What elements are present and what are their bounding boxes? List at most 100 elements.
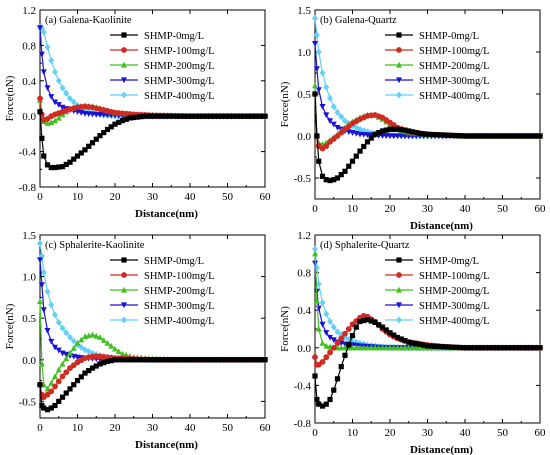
chart-panel-c: 0 10 20 30 40 50 60 -0.5 0.0 0.5 1.0 1.5 Distance(nm… <box>4 230 271 451</box>
data-point <box>247 357 253 363</box>
data-point <box>172 113 178 119</box>
data-point <box>473 133 479 139</box>
data-point <box>63 355 70 362</box>
data-point <box>424 343 431 349</box>
data-point <box>319 339 326 346</box>
data-point <box>334 340 341 346</box>
data-point <box>462 345 468 351</box>
data-point <box>327 318 333 325</box>
data-point <box>462 133 468 139</box>
legend-marker <box>121 47 127 53</box>
data-point <box>357 148 363 154</box>
data-point <box>44 328 51 334</box>
data-point <box>364 317 371 323</box>
data-point <box>213 357 219 363</box>
legend-label: SHMP-100mg/L <box>419 46 490 57</box>
data-point <box>86 367 92 374</box>
data-point <box>349 332 356 339</box>
data-point <box>209 113 216 119</box>
data-point <box>217 357 223 363</box>
data-point <box>477 345 483 351</box>
y-tick-label: 0.0 <box>22 355 36 367</box>
data-point <box>334 125 341 131</box>
y-tick-label: -0.8 <box>294 418 312 430</box>
data-point <box>164 357 171 363</box>
data-point <box>224 357 231 363</box>
data-point <box>258 113 264 119</box>
data-point <box>262 113 268 119</box>
data-point <box>443 344 449 350</box>
data-point <box>319 104 326 110</box>
data-point <box>202 113 208 119</box>
data-point <box>398 127 404 133</box>
data-point <box>89 331 96 338</box>
data-point <box>484 133 491 139</box>
data-point <box>149 113 156 119</box>
data-point <box>44 288 51 295</box>
data-point <box>315 87 322 93</box>
chart-panel-b: 0 10 20 30 40 50 60 -0.5 0.0 0.5 1.0 1.5 Distance(nm… <box>279 5 546 232</box>
data-point <box>206 113 212 119</box>
data-point <box>312 91 318 97</box>
data-point <box>349 158 356 164</box>
data-point <box>74 339 81 346</box>
data-point <box>331 387 337 393</box>
data-point <box>323 330 330 336</box>
data-point <box>436 343 442 350</box>
data-point <box>70 344 77 351</box>
data-point <box>78 150 84 156</box>
data-point <box>346 163 352 169</box>
data-point <box>40 28 47 36</box>
data-point <box>93 136 99 142</box>
legend-marker <box>121 302 127 309</box>
data-point <box>334 109 341 116</box>
data-point <box>258 357 264 363</box>
legend-marker <box>396 61 402 68</box>
data-point <box>323 177 329 183</box>
data-point <box>338 335 345 342</box>
data-point <box>323 354 330 361</box>
data-point <box>383 127 389 133</box>
data-point <box>157 113 163 119</box>
data-point <box>100 337 107 343</box>
data-point <box>319 359 326 365</box>
data-point <box>353 124 360 131</box>
x-tick-label: 60 <box>260 422 272 434</box>
legend-marker <box>396 272 402 278</box>
data-point <box>466 345 472 351</box>
data-point <box>63 390 69 396</box>
data-point <box>164 113 171 119</box>
data-point <box>323 401 329 407</box>
data-point <box>376 130 382 136</box>
data-point <box>511 345 517 351</box>
y-axis-label: Force(nN) <box>4 303 16 349</box>
data-point <box>327 177 333 184</box>
data-point <box>312 41 318 47</box>
data-point <box>59 394 66 400</box>
data-point <box>413 130 419 136</box>
data-point <box>391 332 397 338</box>
data-point <box>82 147 88 153</box>
data-point <box>314 396 320 403</box>
data-point <box>327 396 333 403</box>
data-point <box>312 250 318 257</box>
data-point <box>48 119 55 125</box>
y-tick-label: 0.8 <box>297 268 311 280</box>
data-point <box>338 129 345 136</box>
data-point <box>409 129 416 135</box>
data-point <box>323 342 330 349</box>
data-point <box>432 132 438 138</box>
data-point <box>142 357 148 363</box>
data-point <box>115 348 122 355</box>
data-point <box>232 357 238 363</box>
legend-marker <box>396 286 402 293</box>
data-point <box>511 133 517 139</box>
data-point <box>368 135 374 141</box>
legend-marker <box>396 302 402 309</box>
x-axis-label: Distance(nm) <box>135 208 198 220</box>
data-point <box>232 113 238 119</box>
data-point <box>312 354 318 361</box>
data-point <box>37 25 43 31</box>
data-point <box>402 337 408 344</box>
data-point <box>522 345 528 351</box>
